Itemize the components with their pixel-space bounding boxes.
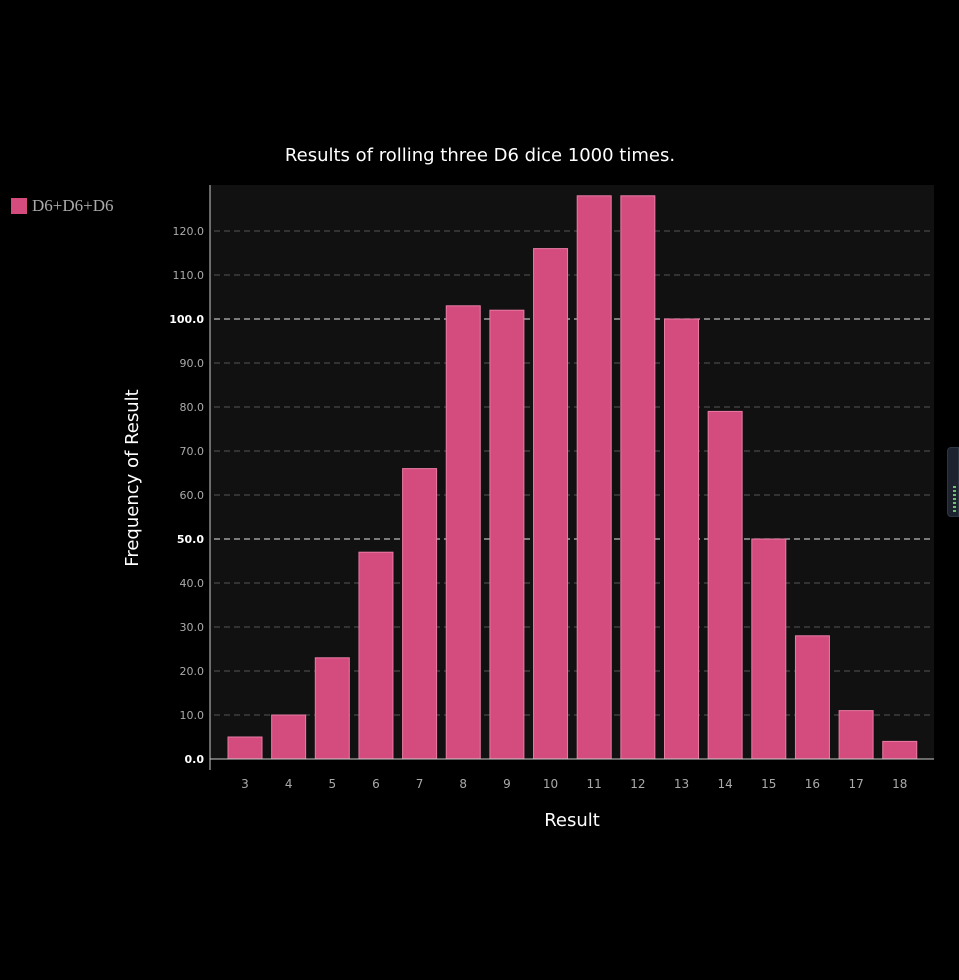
y-tick-label: 60.0 — [180, 489, 205, 502]
x-tick-label: 4 — [285, 777, 293, 791]
legend[interactable]: D6+D6+D6 — [11, 196, 114, 215]
x-tick-label: 8 — [459, 777, 467, 791]
bar-3[interactable] — [227, 736, 263, 760]
x-tick-labels: 3 4 5 6 7 8 9 10 11 12 13 14 15 16 17 18 — [241, 777, 907, 791]
grip-icon — [953, 486, 956, 512]
bar-14[interactable] — [707, 410, 743, 760]
bar-15[interactable] — [751, 538, 787, 760]
axes — [209, 185, 934, 770]
y-grid — [214, 230, 934, 716]
y-tick-label: 110.0 — [173, 269, 205, 282]
bar-5[interactable] — [314, 657, 350, 760]
y-tick-label: 40.0 — [180, 577, 205, 590]
y-tick-label: 90.0 — [180, 357, 205, 370]
bar-18[interactable] — [882, 740, 918, 760]
x-tick-label: 18 — [892, 777, 907, 791]
bar-12[interactable] — [620, 195, 656, 760]
x-tick-label: 3 — [241, 777, 249, 791]
y-tick-label: 120.0 — [173, 225, 205, 238]
chart-title: Results of rolling three D6 dice 1000 ti… — [285, 145, 675, 166]
y-tick-label: 0.0 — [185, 753, 205, 766]
bar-8[interactable] — [445, 305, 481, 760]
bar-17[interactable] — [838, 710, 874, 760]
bar-11[interactable] — [576, 195, 612, 760]
legend-label: D6+D6+D6 — [32, 196, 114, 215]
x-axis-label: Result — [544, 810, 600, 831]
x-tick-label: 12 — [630, 777, 645, 791]
x-tick-label: 17 — [848, 777, 863, 791]
bar-13[interactable] — [664, 318, 699, 760]
x-tick-label: 11 — [587, 777, 602, 791]
bars — [227, 195, 918, 760]
y-tick-label: 50.0 — [177, 533, 204, 546]
y-axis-label: Frequency of Result — [122, 389, 143, 566]
side-scroll-handle[interactable] — [947, 447, 959, 517]
y-tick-label: 20.0 — [180, 665, 205, 678]
bar-16[interactable] — [794, 635, 830, 760]
y-tick-label: 100.0 — [169, 313, 204, 326]
x-tick-label: 14 — [718, 777, 733, 791]
bar-7[interactable] — [402, 468, 438, 760]
x-tick-label: 15 — [761, 777, 776, 791]
x-tick-label: 9 — [503, 777, 511, 791]
bar-10[interactable] — [533, 248, 569, 760]
y-tick-label: 10.0 — [180, 709, 205, 722]
bar-9[interactable] — [489, 309, 525, 760]
y-tick-label: 30.0 — [180, 621, 205, 634]
x-tick-label: 13 — [674, 777, 689, 791]
x-tick-label: 6 — [372, 777, 380, 791]
y-tick-label: 70.0 — [180, 445, 205, 458]
x-tick-label: 16 — [805, 777, 820, 791]
y-tick-label: 80.0 — [180, 401, 205, 414]
legend-swatch — [11, 198, 27, 214]
x-tick-label: 7 — [416, 777, 424, 791]
bar-6[interactable] — [358, 551, 394, 760]
x-tick-label: 10 — [543, 777, 558, 791]
y-tick-labels: 0.0 10.0 20.0 30.0 40.0 50.0 60.0 70.0 80.0 90.0 1… — [169, 225, 204, 766]
bar-4[interactable] — [271, 714, 307, 760]
x-tick-label: 5 — [328, 777, 336, 791]
